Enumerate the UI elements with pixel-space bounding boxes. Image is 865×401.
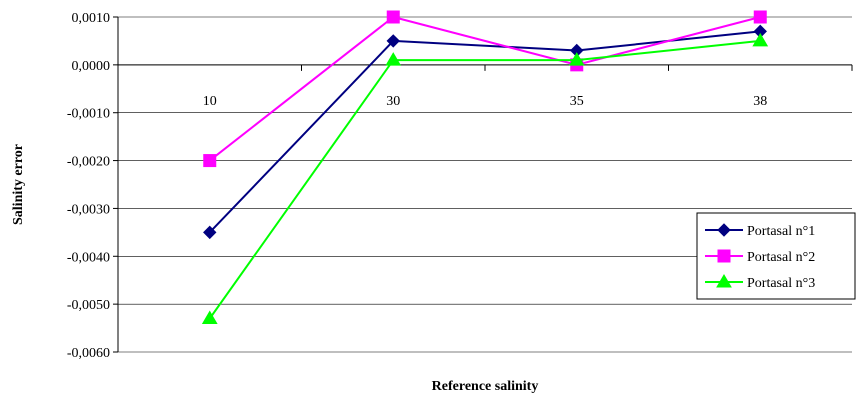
legend-marker xyxy=(716,274,732,288)
series-line xyxy=(208,39,761,320)
data-point xyxy=(386,10,400,24)
data-point xyxy=(203,154,217,168)
y-tick-label: -0,0010 xyxy=(67,107,110,122)
data-point xyxy=(201,310,218,324)
data-point xyxy=(385,52,402,66)
series-3 xyxy=(201,32,769,324)
y-axis-ticks: 0,0010 0,0000 -0,0010 -0,0020 -0,0030 -0,0040… xyxy=(67,11,118,361)
legend-marker xyxy=(717,223,731,237)
y-axis-title: Salinity error xyxy=(11,144,26,225)
y-tick-label: -0,0040 xyxy=(67,250,110,265)
y-tick-label: -0,0020 xyxy=(67,155,110,170)
data-point xyxy=(568,52,585,66)
data-point xyxy=(386,34,400,48)
x-tick-label: 10 xyxy=(203,94,217,109)
x-axis-title: Reference salinity xyxy=(432,379,539,394)
legend-item: Portasal n°1 xyxy=(705,223,815,239)
y-tick-label: -0,0060 xyxy=(67,346,110,361)
series-layer xyxy=(201,10,769,324)
y-tick-label: 0,0000 xyxy=(72,59,111,74)
legend-marker xyxy=(717,249,731,263)
legend: Portasal n°1 Portasal n°2 Portasal n°3 xyxy=(696,212,856,300)
data-point xyxy=(752,32,769,47)
x-tick-label: 38 xyxy=(753,94,767,109)
x-tick-label: 30 xyxy=(386,94,400,109)
y-tick-label: -0,0050 xyxy=(67,298,110,313)
legend-label: Portasal n°2 xyxy=(747,250,815,265)
y-tick-label: 0,0010 xyxy=(72,11,111,26)
data-point xyxy=(203,225,217,240)
legend-label: Portasal n°1 xyxy=(747,224,815,239)
series-line xyxy=(209,15,761,162)
legend-item: Portasal n°2 xyxy=(705,249,815,265)
legend-item: Portasal n°3 xyxy=(705,274,815,291)
legend-label: Portasal n°3 xyxy=(747,276,815,291)
series-2 xyxy=(203,10,767,168)
y-tick-label: -0,0030 xyxy=(67,202,110,217)
x-axis-ticks: 10 30 35 38 xyxy=(117,64,853,109)
x-tick-label: 35 xyxy=(570,94,584,109)
data-point xyxy=(753,10,767,24)
